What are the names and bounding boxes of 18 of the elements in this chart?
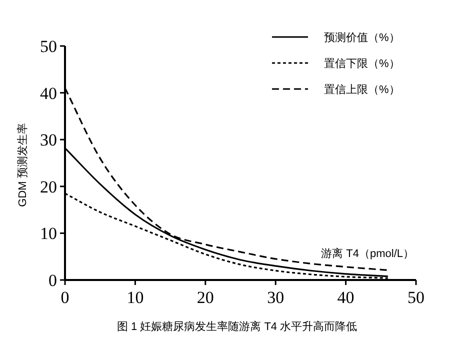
x-tick-label: 0 (60, 288, 70, 307)
x-tick-label: 10 (126, 288, 144, 307)
y-tick-label: 30 (40, 130, 57, 150)
x-axis-title: 游离 T4（pmol/L） (321, 247, 414, 260)
x-tick-label: 30 (267, 288, 284, 307)
x-tick-label: 50 (408, 288, 424, 307)
y-tick-label: 20 (40, 177, 57, 196)
y-tick-label: 0 (48, 271, 57, 290)
y-axis-title: GDM 预测发生率 (16, 123, 29, 207)
y-tick-label: 10 (40, 224, 57, 244)
legend-label: 置信下限（%） (324, 58, 400, 70)
caption: 图 1 妊娠糖尿病发生率随游离 T4 水平升高而降低 (116, 320, 358, 333)
y-tick-label: 40 (40, 84, 57, 103)
legend-label: 置信上限（%） (324, 83, 400, 96)
x-tick-label: 20 (196, 288, 214, 307)
legend-label: 预测价值（%） (324, 32, 400, 44)
y-tick-label: 50 (40, 37, 57, 56)
x-tick-label: 40 (337, 288, 354, 307)
